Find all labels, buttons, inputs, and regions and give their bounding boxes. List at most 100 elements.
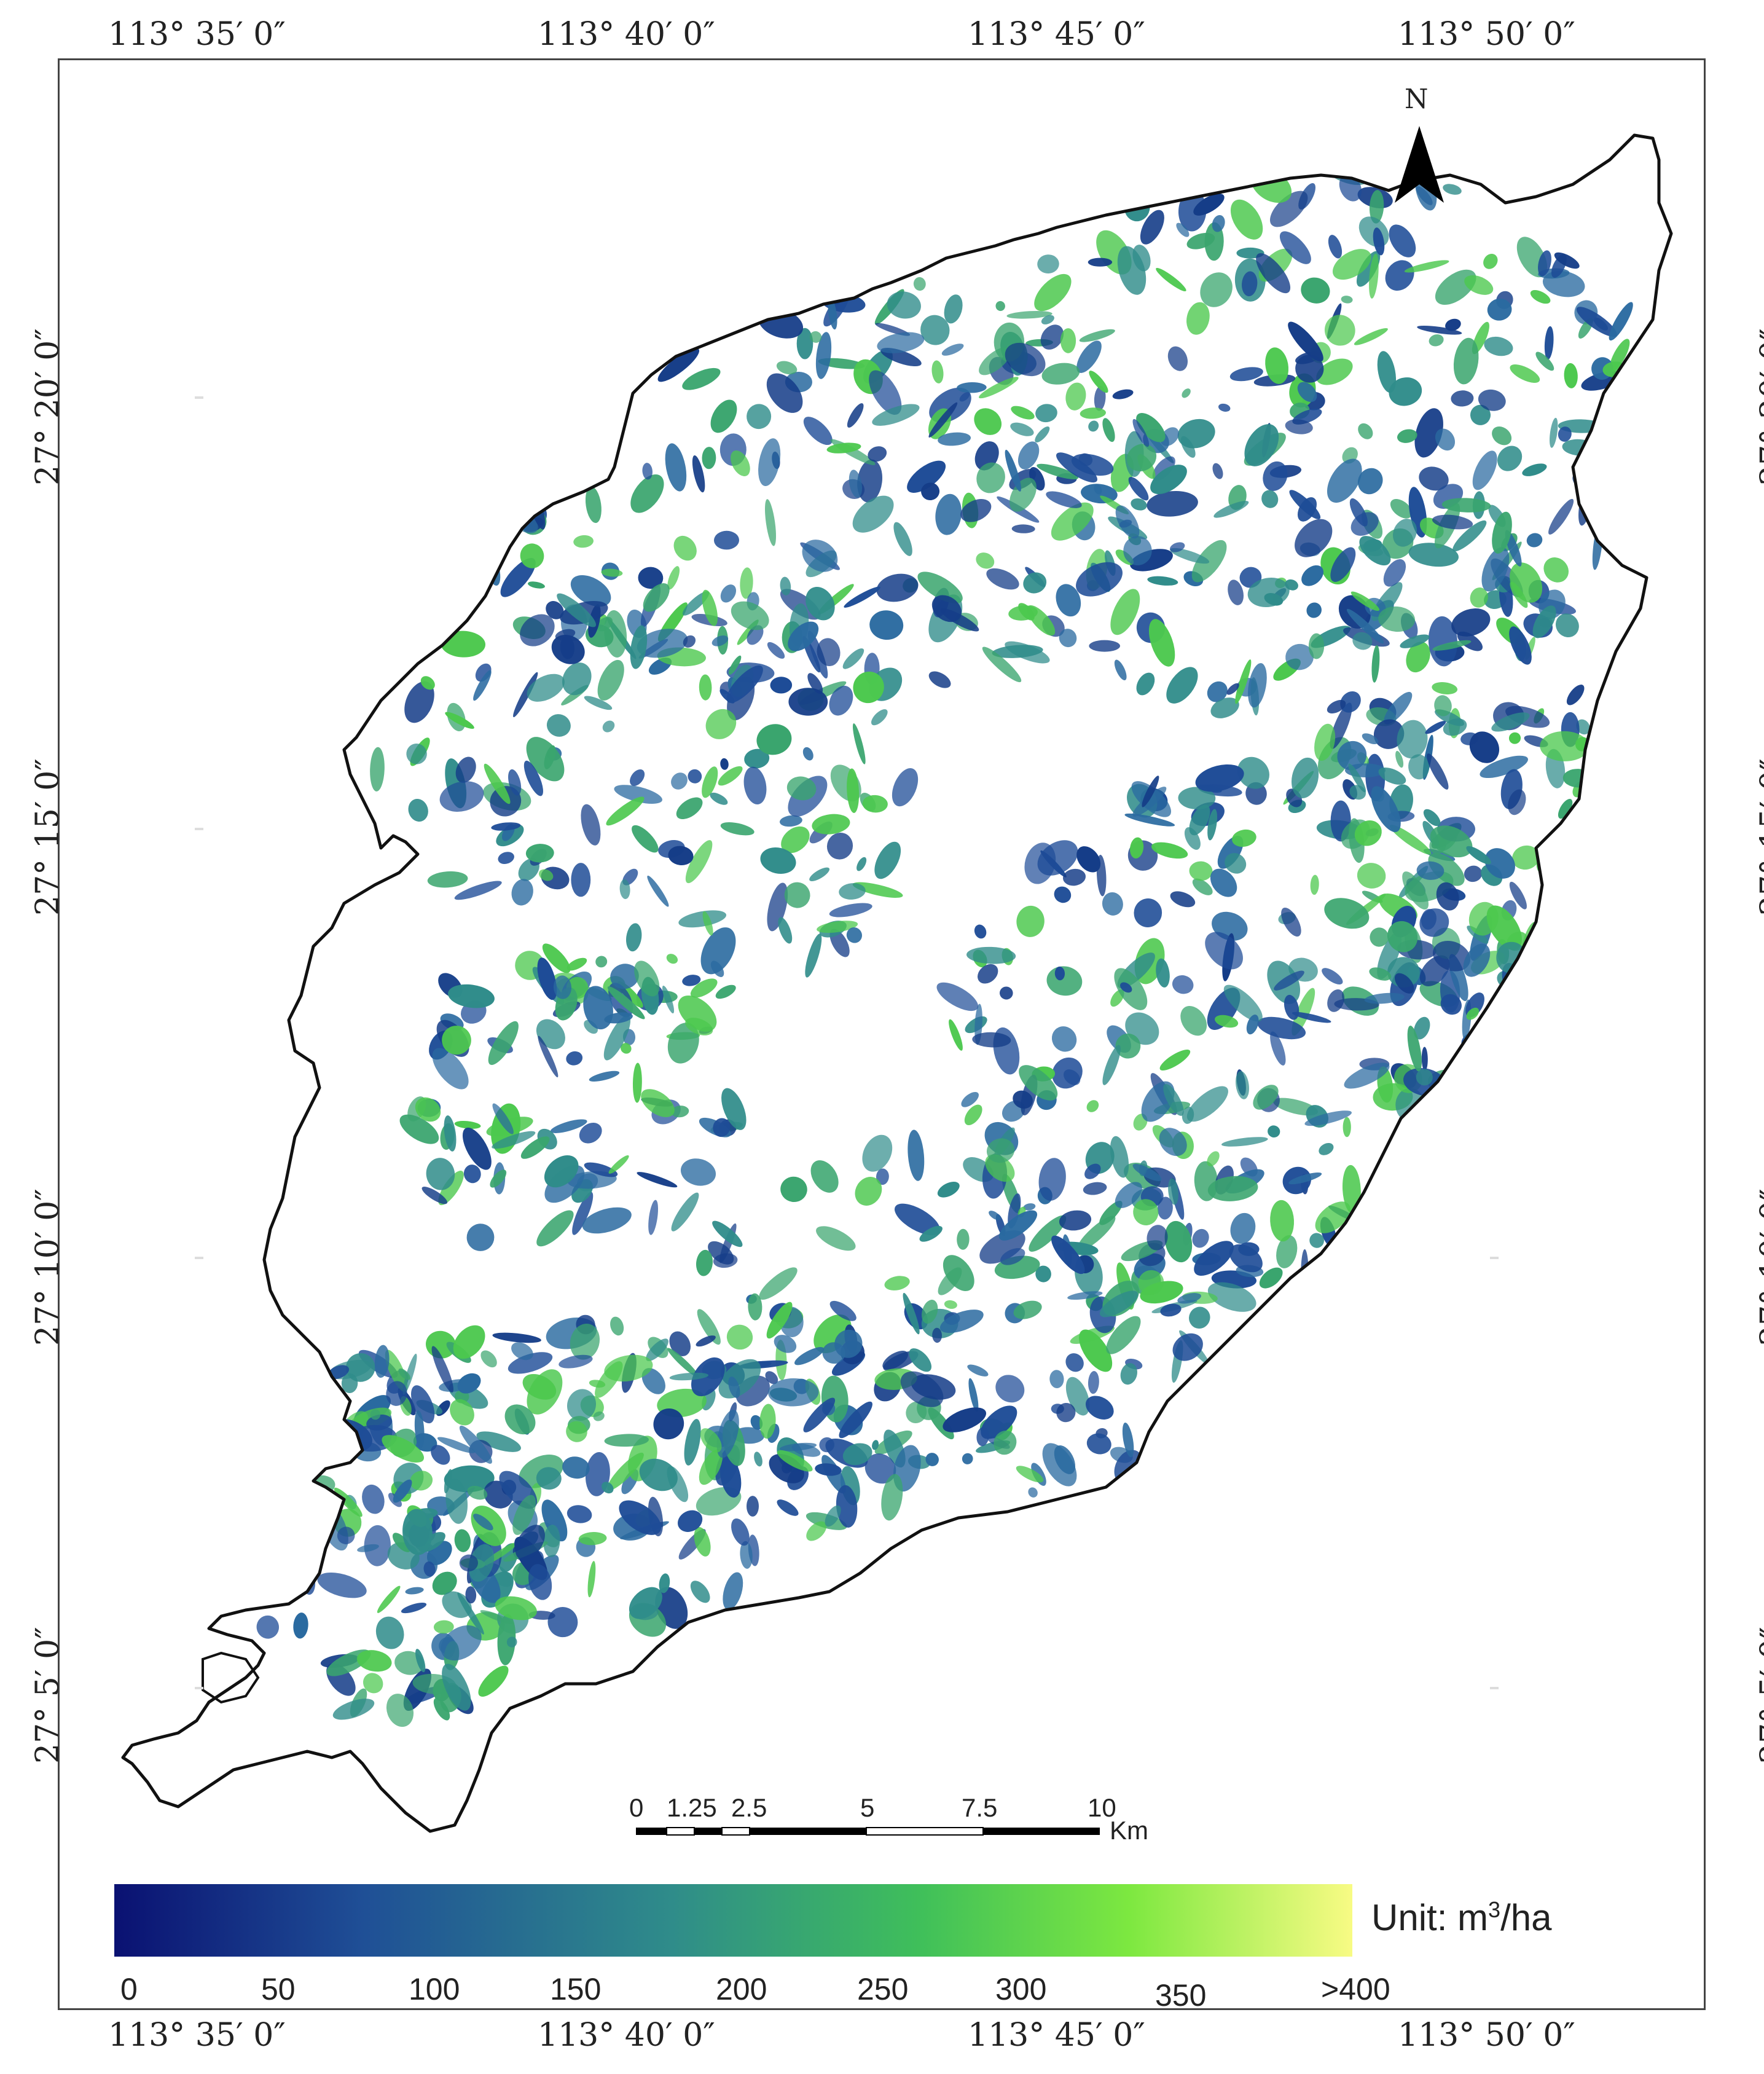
forest-patch [1433,941,1471,972]
forest-patch [944,1300,957,1309]
forest-patch [1618,446,1656,490]
forest-patch [774,1335,797,1353]
forest-patch [1466,846,1491,865]
forest-patch [480,511,499,525]
forest-patch [1037,254,1059,274]
forest-patch [1248,663,1267,708]
forest-patch [604,1354,653,1382]
forest-patch [1186,1086,1228,1122]
forest-patch [718,766,743,786]
forest-patch [602,720,615,733]
forest-patch [941,344,964,356]
forest-patch [659,1573,670,1593]
forest-patch [1035,426,1050,442]
forest-patch [1131,498,1147,511]
forest-patch [959,392,970,402]
forest-patch [769,277,812,306]
forest-patch [1369,190,1384,224]
forest-patch [949,1019,963,1051]
forest-patch [626,923,642,952]
forest-patch [1178,787,1216,810]
forest-patch [1000,1248,1025,1265]
forest-patch [442,1026,471,1055]
forest-patch [1524,1082,1569,1102]
forest-patch [740,567,753,599]
forest-patch [1205,1390,1229,1428]
forest-patch [872,404,920,426]
forest-patch [906,1401,927,1424]
forest-patch [726,665,763,703]
forest-patch [608,1155,629,1174]
forest-patch [943,1407,987,1432]
forest-patch [1421,1047,1428,1071]
forest-patch [1041,315,1054,324]
forest-patch [1076,562,1123,597]
forest-patch [1035,404,1057,423]
forest-patch [759,1267,798,1300]
forest-patch [1281,907,1301,937]
legend-tick-label: 50 [261,1972,296,2006]
forest-patch [864,1453,896,1484]
forest-patch [852,495,894,533]
forest-patch [1468,901,1499,936]
forest-patch [1625,429,1636,450]
forest-patch [536,1467,562,1490]
forest-patch [1622,382,1646,408]
forest-patch [815,1463,842,1476]
forest-patch [1348,763,1366,793]
forest-patch [791,1444,821,1457]
forest-patch [670,314,708,331]
forest-patch [1443,184,1462,195]
forest-patch [1566,685,1585,705]
forest-patch [1469,731,1500,763]
forest-patch [637,629,688,658]
forest-patch [1609,302,1633,341]
forest-patch [506,1636,517,1648]
forest-patch [979,347,1011,375]
forest-patch [256,1514,281,1541]
forest-patch [802,747,813,761]
forest-patch [1451,390,1474,407]
forest-patch [492,1332,541,1343]
bottom-longitude-label: 113° 45′ 0″ [968,2017,1145,2054]
right-latitude-label: 27° 5′ 0″ [1754,1627,1764,1764]
forest-patch [1332,249,1371,280]
forest-patch [887,291,921,319]
forest-patch [1390,498,1413,519]
forest-patch [1231,1388,1241,1399]
forest-patch [852,723,866,764]
forest-patch [1051,1235,1085,1275]
forest-patch [877,332,925,353]
forest-patch [1343,1117,1351,1137]
forest-patch [528,581,545,589]
forest-patch [1383,559,1406,587]
forest-patch [1548,498,1574,535]
forest-patch [386,1694,414,1727]
forest-patch [1373,227,1385,256]
forest-patch [1263,461,1288,491]
forest-patch [643,583,670,612]
forest-patch [1086,1100,1099,1112]
forest-patch [1151,842,1188,859]
forest-patch [1166,667,1198,704]
forest-patch [696,1335,716,1347]
forest-patch [1434,695,1452,717]
forest-patch [829,685,853,716]
forest-patch [1102,1045,1121,1085]
forest-patch [1192,878,1213,895]
forest-patch [731,601,769,630]
forest-patch [1067,1291,1103,1300]
forest-patch [1207,1176,1258,1201]
forest-patch [610,353,633,367]
forest-patch [1124,813,1175,827]
forest-patch [1205,1387,1222,1408]
forest-patch [639,1458,678,1491]
forest-patch [1114,659,1127,681]
forest-patch [1207,809,1218,841]
forest-patch [1147,1225,1168,1251]
forest-patch [356,1650,392,1672]
forest-patch [637,1172,678,1188]
forest-patch [1076,1216,1116,1251]
forest-patch [847,768,860,813]
forest-patch [1366,1210,1391,1256]
